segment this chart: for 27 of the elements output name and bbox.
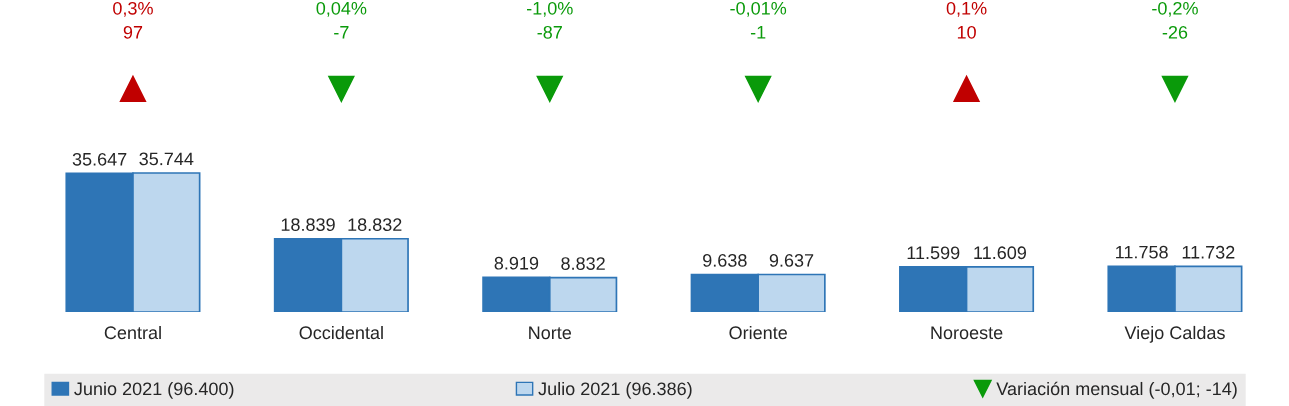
data-label: 8.832 (561, 257, 605, 270)
data-label: 11.732 (1182, 245, 1235, 259)
data-label: 9.638 (703, 254, 747, 267)
x-tick-label: Noroeste (931, 326, 1003, 340)
data-label: 35.647 (72, 152, 127, 166)
data-label: 9.637 (769, 254, 814, 267)
data-label: 11.599 (907, 246, 960, 260)
x-tick-label: Viejo Caldas (1124, 325, 1225, 343)
data-label: 8.919 (494, 256, 539, 270)
x-tick-label: Norte (529, 326, 572, 340)
x-tick-label: Oriente (729, 325, 787, 340)
data-label: 11.609 (974, 246, 1026, 260)
text: 0,3% 97 (113, 1, 153, 39)
legend-label: Julio 2021 (96.386) (538, 381, 692, 399)
text: 0,04% -7 (316, 1, 367, 39)
x-tick-label: Central (104, 325, 161, 340)
x-tick-label: Occidental (299, 325, 383, 340)
text: -1,0% -87 (526, 1, 573, 39)
data-label: 11.758 (1116, 245, 1168, 259)
data-label: 35.744 (139, 152, 194, 166)
text: Variación mensual (-0,01; -14) (996, 381, 1237, 399)
legend-label: Junio 2021 (96.400) (74, 381, 234, 399)
text: -0,2% -26 (1152, 1, 1198, 39)
data-label: 18.839 (281, 218, 335, 232)
text: -0,01% -1 (730, 1, 787, 39)
text: 0,1% 10 (946, 1, 987, 39)
data-label: 18.832 (348, 218, 402, 232)
